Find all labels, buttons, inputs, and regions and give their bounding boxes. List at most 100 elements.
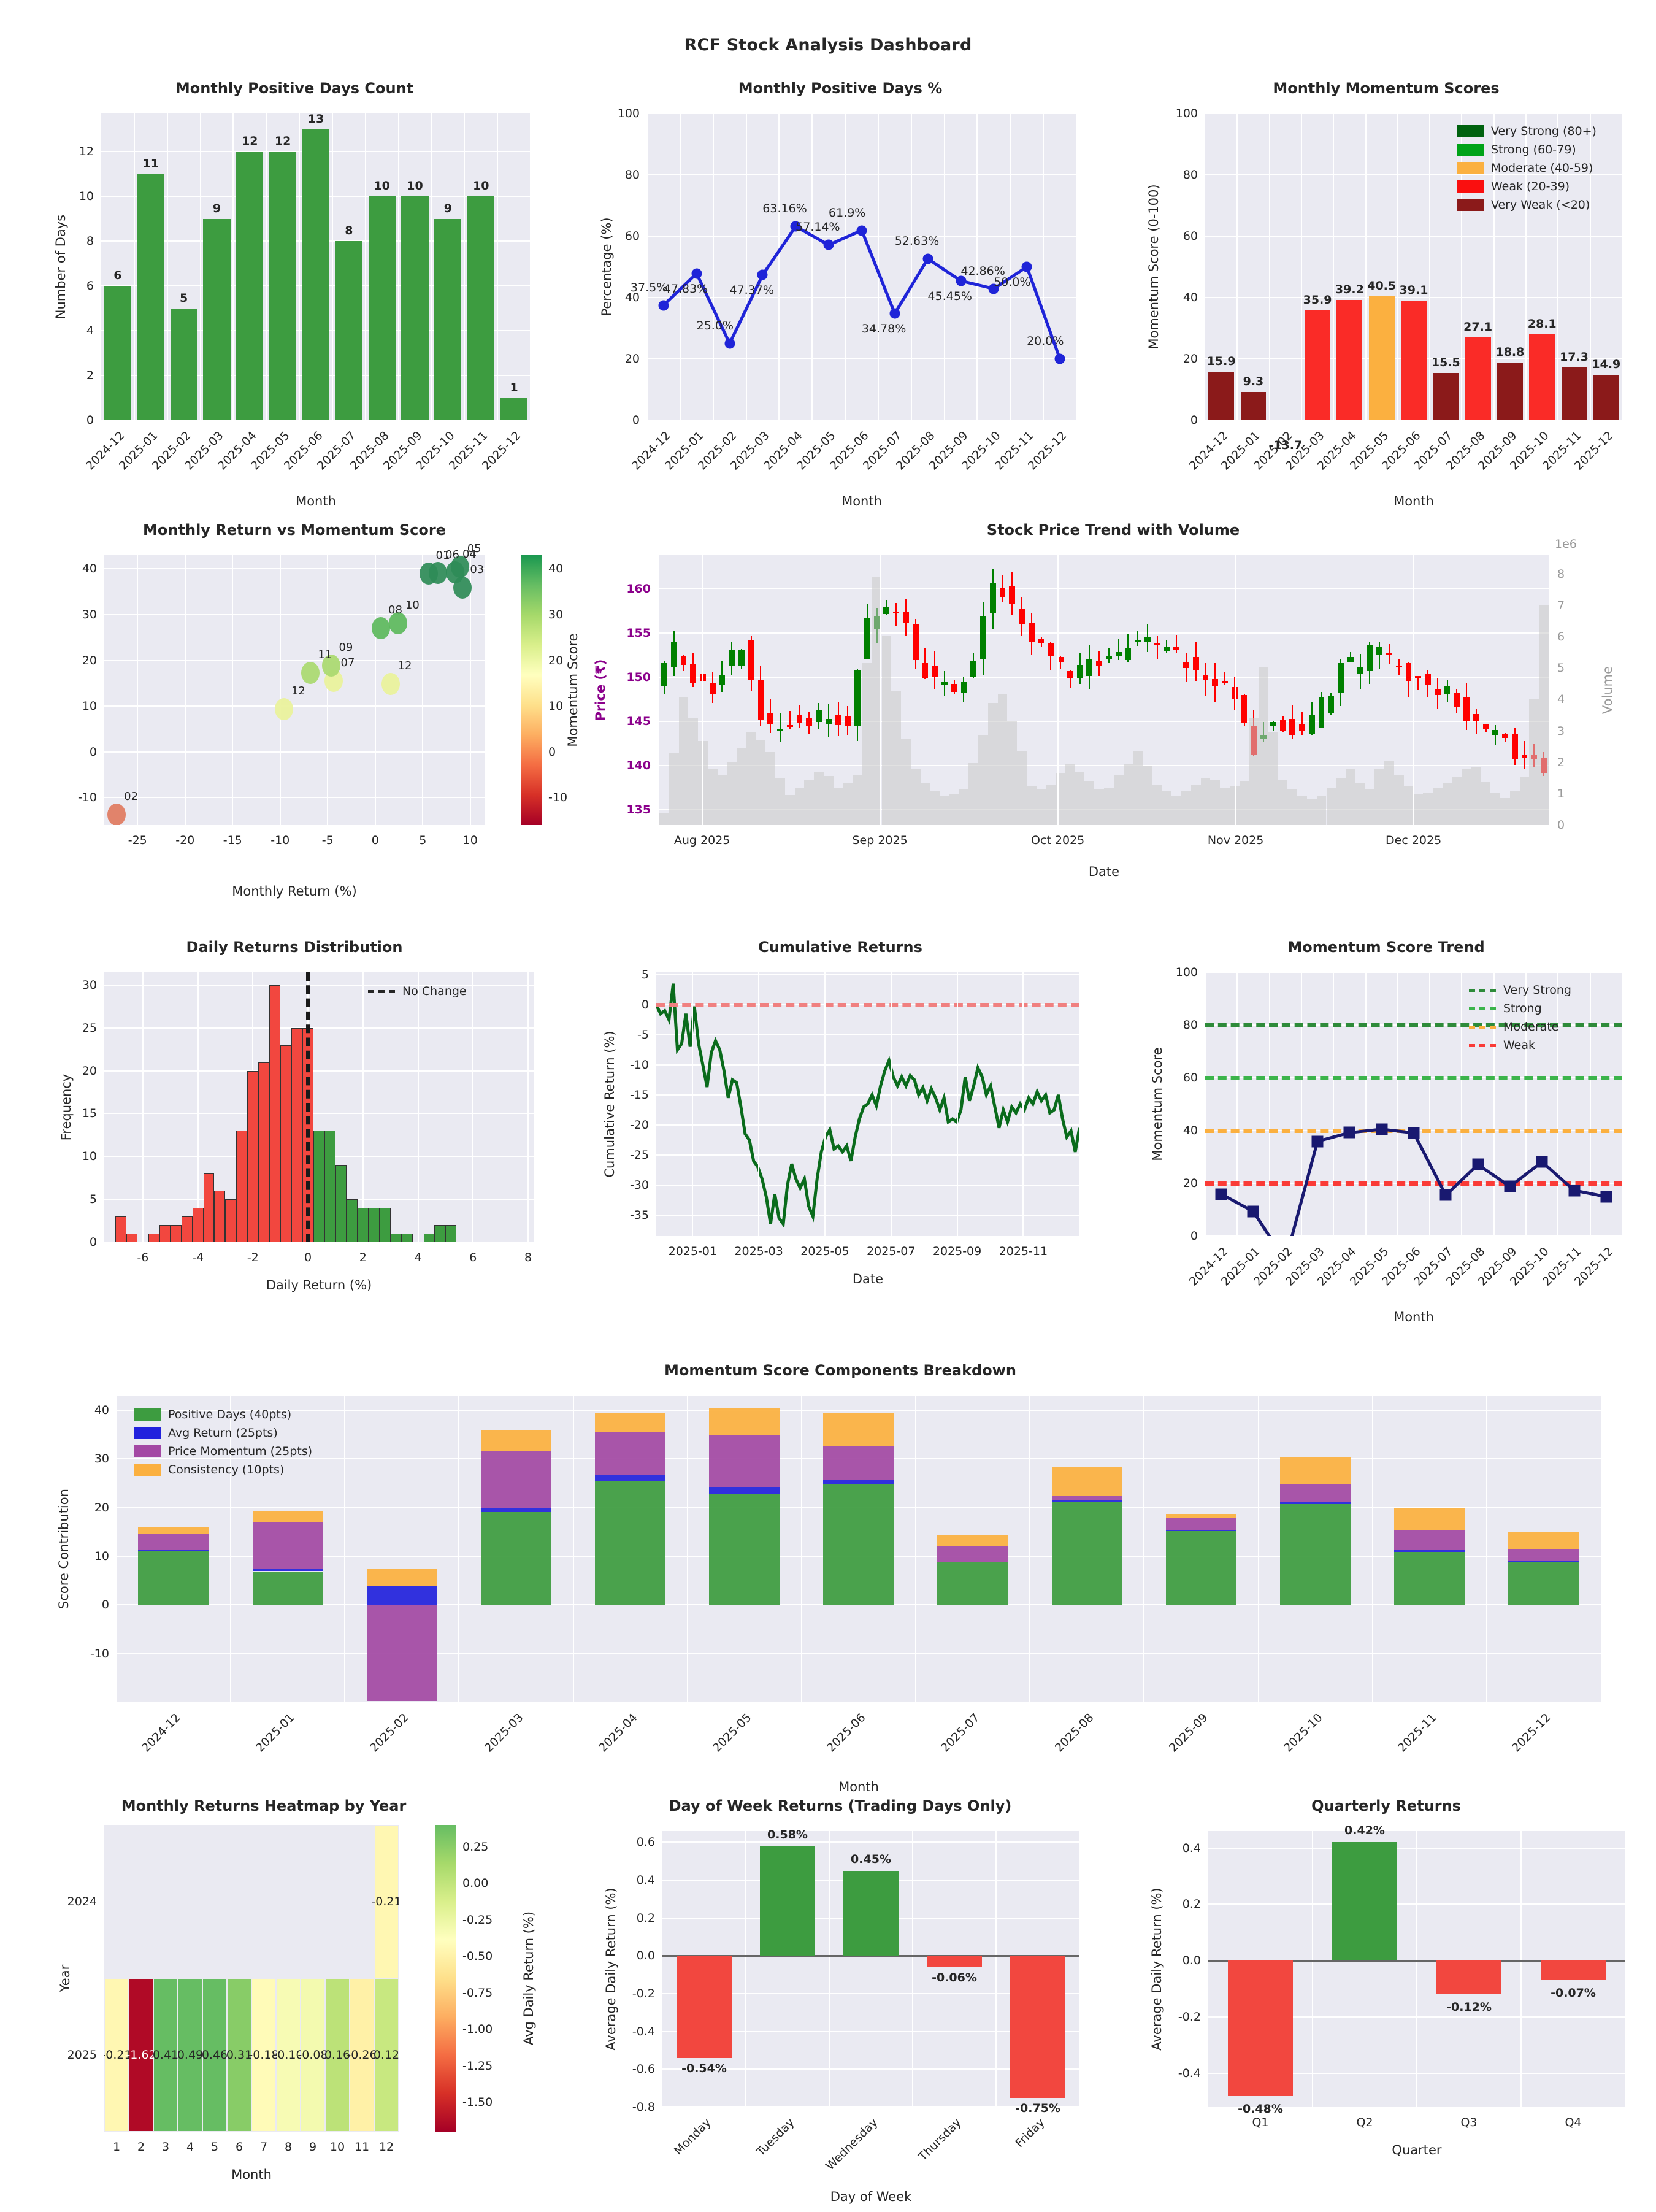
volume-bar (1442, 782, 1452, 825)
legend-item: Positive Days (40pts) (134, 1405, 312, 1424)
y-axis-tick: 25 (82, 1021, 97, 1035)
y-axis-tick: 0.4 (1182, 1841, 1201, 1855)
gridline (1236, 113, 1238, 420)
data-point (1247, 1205, 1259, 1218)
gridline (1485, 1396, 1487, 1702)
bar-value-label: 9.3 (1243, 374, 1264, 388)
histogram-bar (368, 1208, 380, 1242)
gridline (1205, 236, 1622, 237)
x-axis-label: Day of Week (830, 2189, 912, 2204)
volume-bar (968, 763, 979, 825)
legend-item: Avg Return (25pts) (134, 1424, 312, 1442)
candle-body (738, 649, 745, 666)
bar (335, 241, 362, 420)
y-axis-tick: 10 (82, 1150, 97, 1164)
chart-return-vs-momentum: Monthly Return vs Momentum Score -10 0 10 2… (37, 521, 580, 899)
y-axis-tick: 2 (86, 369, 94, 382)
bar (1332, 1842, 1397, 1961)
volume-bar (1413, 794, 1424, 825)
volume-bar (833, 788, 843, 825)
legend-item: Weak (20-39) (1457, 177, 1597, 196)
x-axis-label: Daily Return (%) (266, 1278, 372, 1292)
histogram-bar (390, 1234, 402, 1242)
x-axis-tick: 10 (462, 834, 478, 847)
stack-segment (709, 1435, 780, 1488)
gridline (659, 677, 1549, 678)
histogram-bar (258, 1062, 270, 1242)
legend-swatch (134, 1408, 161, 1421)
y-axis-tick: 4 (86, 324, 94, 337)
x-axis-label: Month (838, 1780, 879, 1794)
heatmap-cell: -0.21 (371, 1826, 399, 1978)
stack-segment (594, 1475, 666, 1481)
candle-body (1434, 689, 1441, 696)
colorbar-label: Momentum Score (565, 633, 580, 747)
volume-bar (1152, 784, 1162, 825)
y-axis-tick: 60 (624, 229, 640, 243)
chart-quarterly-returns: Quarterly Returns 0.4 0.2 0.0 -0.2 -0.4 -0.48… (1129, 1797, 1644, 2190)
heatmap-cell: 0.31 (226, 1979, 252, 2131)
bar (269, 152, 297, 420)
gridline (659, 632, 1549, 634)
gridline (879, 555, 881, 825)
colorbar-tick: -0.25 (462, 1913, 493, 1927)
candle-body (1270, 722, 1276, 726)
stack-segment (594, 1481, 666, 1605)
y-axis-tick: 80 (624, 168, 640, 182)
bar-value-label: 8 (345, 224, 353, 238)
candle-body (1318, 696, 1325, 728)
stack-segment (1165, 1530, 1237, 1605)
gridline (647, 236, 1076, 237)
gridline (1397, 113, 1398, 420)
scatter-point-label: 12 (397, 659, 412, 672)
price-axis-label: Price (₹) (593, 659, 608, 721)
histogram-bar (148, 1234, 159, 1242)
gridline (1257, 1396, 1259, 1702)
volume-bar (765, 751, 776, 825)
bar-value-label: 15.9 (1206, 354, 1236, 368)
gridline (133, 113, 135, 420)
legend-label: Weak (20-39) (1491, 180, 1570, 193)
x-axis-tick: 2025-09 (932, 1245, 982, 1258)
gridline (877, 113, 879, 420)
candle-wick (1117, 639, 1119, 660)
price-tick: 135 (626, 803, 651, 817)
bar (1433, 372, 1459, 420)
volume-bar (1162, 791, 1172, 825)
y-axis-tick: 30 (94, 1452, 109, 1466)
volume-bar (1190, 785, 1201, 825)
y-axis-tick: 0 (1190, 1229, 1198, 1243)
volume-tick: 1 (1557, 786, 1565, 801)
scatter-point-label: 08 (388, 603, 402, 616)
gridline (104, 613, 485, 615)
y-axis-label: Momentum Score (0-100) (1146, 184, 1161, 350)
data-point-label: 37.5% (630, 280, 668, 294)
volume-bar (1519, 777, 1530, 825)
x-axis-tick: Oct 2025 (1030, 834, 1085, 847)
data-point-label: 45.45% (927, 289, 972, 303)
colorbar-label: Avg Daily Return (%) (521, 1911, 536, 2046)
volume-bar (1268, 732, 1278, 825)
bar (1010, 1956, 1065, 2098)
bar (1208, 371, 1235, 420)
colorbar-tick: -1.00 (462, 2022, 493, 2037)
candle-body (845, 716, 851, 726)
bar (1228, 1960, 1293, 2096)
y-axis-tick: -10 (629, 1058, 649, 1072)
candle-body (1299, 724, 1305, 731)
stack-segment (1165, 1530, 1237, 1531)
gridline (1205, 972, 1622, 973)
bar-value-label: 35.9 (1303, 293, 1332, 307)
bar-value-label: 0.42% (1344, 1824, 1385, 1838)
candle-body (1028, 623, 1035, 642)
candle-wick (1137, 630, 1139, 646)
legend-swatch (1457, 199, 1484, 211)
gridline (1493, 113, 1495, 420)
stack-segment (1279, 1502, 1351, 1504)
bar-value-label: 27.1 (1463, 320, 1493, 334)
volume-bar (959, 789, 969, 825)
bar (1561, 367, 1587, 420)
candle-body (1019, 608, 1025, 624)
candle-wick (1060, 656, 1062, 669)
plot-area (104, 972, 534, 1242)
